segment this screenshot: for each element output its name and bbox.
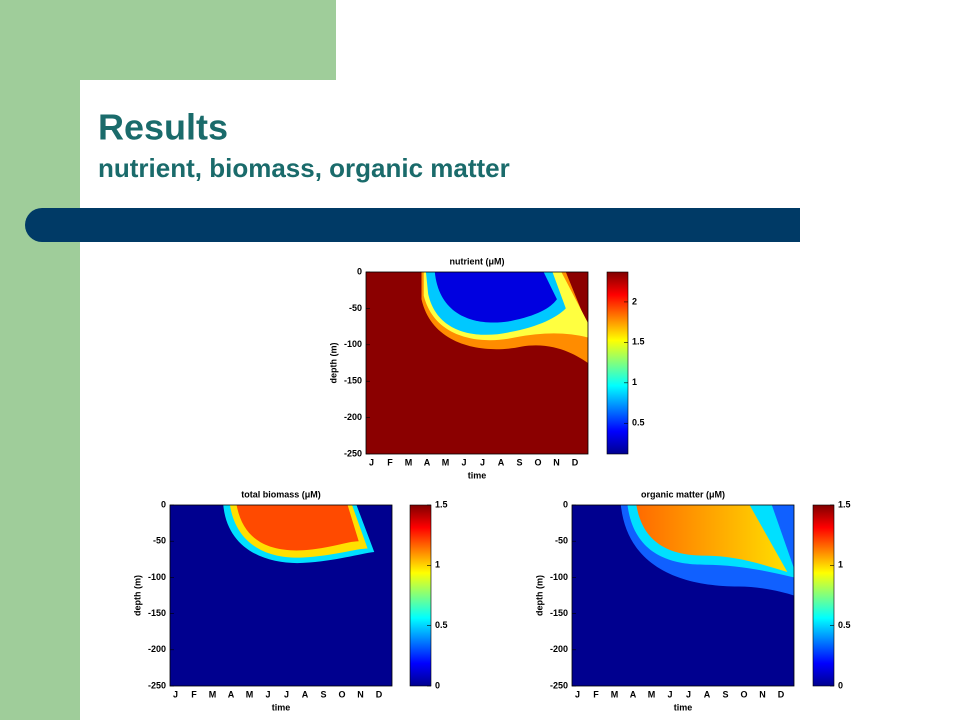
x-axis-label: time bbox=[674, 702, 693, 712]
y-tick-label: 0 bbox=[161, 499, 166, 509]
x-tick-label: N bbox=[357, 689, 364, 699]
colorbar-tick-label: 1.5 bbox=[632, 337, 645, 347]
x-tick-label: M bbox=[405, 457, 413, 467]
x-tick-label: A bbox=[498, 457, 505, 467]
x-tick-label: F bbox=[387, 457, 393, 467]
colorbar-tick-label: 2 bbox=[632, 296, 637, 306]
colorbar-tick-label: 0 bbox=[435, 680, 440, 690]
title-rule bbox=[25, 208, 800, 242]
x-tick-label: J bbox=[575, 689, 580, 699]
x-tick-label: J bbox=[266, 689, 271, 699]
colorbar bbox=[409, 504, 432, 687]
x-tick-label: F bbox=[191, 689, 197, 699]
colorbar-tick-label: 1 bbox=[838, 560, 843, 570]
colorbar bbox=[606, 271, 629, 455]
x-tick-label: D bbox=[778, 689, 785, 699]
x-tick-label: S bbox=[517, 457, 523, 467]
y-tick-label: -250 bbox=[148, 680, 166, 690]
x-tick-label: A bbox=[704, 689, 711, 699]
y-tick-label: 0 bbox=[563, 499, 568, 509]
y-axis-label: depth (m) bbox=[534, 575, 544, 616]
y-tick-label: -50 bbox=[153, 536, 166, 546]
top-band bbox=[0, 0, 336, 80]
heatmap-region bbox=[434, 272, 557, 323]
y-tick-label: -50 bbox=[555, 536, 568, 546]
x-tick-label: J bbox=[668, 689, 673, 699]
axes-frame bbox=[365, 271, 589, 455]
x-tick-label: N bbox=[759, 689, 766, 699]
x-axis-label: time bbox=[272, 702, 291, 712]
y-tick-label: -100 bbox=[148, 572, 166, 582]
x-tick-label: S bbox=[723, 689, 729, 699]
y-tick-label: -100 bbox=[550, 572, 568, 582]
colorbar-tick-label: 0.5 bbox=[435, 620, 448, 630]
x-tick-label: N bbox=[553, 457, 560, 467]
x-tick-label: J bbox=[173, 689, 178, 699]
plot-title: organic matter (μM) bbox=[641, 489, 725, 499]
y-tick-label: -150 bbox=[550, 608, 568, 618]
x-tick-label: A bbox=[630, 689, 637, 699]
y-tick-label: -200 bbox=[148, 644, 166, 654]
heatmap-region bbox=[236, 505, 359, 551]
heatmap-panel: nutrient (μM) time depth (m) 0 -50 -100 -150 -2… bbox=[328, 256, 644, 480]
x-tick-label: M bbox=[246, 689, 254, 699]
x-tick-label: A bbox=[302, 689, 309, 699]
x-tick-label: O bbox=[741, 689, 748, 699]
x-tick-label: A bbox=[228, 689, 235, 699]
colorbar-tick-label: 1 bbox=[435, 560, 440, 570]
axes-frame bbox=[169, 504, 393, 687]
colorbar bbox=[812, 504, 835, 687]
colorbar-tick-label: 1.5 bbox=[435, 499, 448, 509]
axes-frame bbox=[571, 504, 795, 687]
x-tick-label: D bbox=[376, 689, 383, 699]
heatmap-panel: total biomass (μM) time depth (m) 0 -50 -100 -… bbox=[132, 489, 447, 712]
colorbar-tick-label: 1 bbox=[632, 377, 637, 387]
y-tick-label: -200 bbox=[344, 412, 362, 422]
x-tick-label: A bbox=[424, 457, 431, 467]
y-tick-label: -50 bbox=[349, 303, 362, 313]
y-tick-label: -200 bbox=[550, 644, 568, 654]
x-tick-label: O bbox=[535, 457, 542, 467]
x-tick-label: J bbox=[284, 689, 289, 699]
y-tick-label: 0 bbox=[357, 266, 362, 276]
x-tick-label: J bbox=[686, 689, 691, 699]
colorbar-tick-label: 1.5 bbox=[838, 499, 851, 509]
y-axis-label: depth (m) bbox=[132, 575, 142, 616]
x-tick-label: J bbox=[480, 457, 485, 467]
x-tick-label: M bbox=[648, 689, 656, 699]
y-axis-label: depth (m) bbox=[328, 343, 338, 384]
x-tick-label: J bbox=[462, 457, 467, 467]
x-tick-label: M bbox=[209, 689, 217, 699]
slide-subtitle: nutrient, biomass, organic matter bbox=[98, 153, 510, 183]
plot-title: nutrient (μM) bbox=[450, 256, 505, 266]
plot-title: total biomass (μM) bbox=[241, 489, 321, 499]
y-tick-label: -100 bbox=[344, 339, 362, 349]
heatmap-region bbox=[636, 505, 788, 572]
x-tick-label: S bbox=[321, 689, 327, 699]
x-tick-label: F bbox=[593, 689, 599, 699]
side-band bbox=[0, 0, 80, 720]
y-tick-label: -150 bbox=[344, 376, 362, 386]
y-tick-label: -250 bbox=[344, 448, 362, 458]
y-tick-label: -150 bbox=[148, 608, 166, 618]
colorbar-tick-label: 0.5 bbox=[632, 418, 645, 428]
y-tick-label: -250 bbox=[550, 680, 568, 690]
x-tick-label: J bbox=[369, 457, 374, 467]
slide-title: Results bbox=[98, 107, 228, 148]
x-tick-label: M bbox=[442, 457, 450, 467]
x-tick-label: D bbox=[572, 457, 579, 467]
x-axis-label: time bbox=[468, 470, 487, 480]
x-tick-label: O bbox=[339, 689, 346, 699]
heatmap-panel: organic matter (μM) time depth (m) 0 -50 -100… bbox=[534, 489, 850, 712]
colorbar-tick-label: 0 bbox=[838, 680, 843, 690]
x-tick-label: M bbox=[611, 689, 619, 699]
colorbar-tick-label: 0.5 bbox=[838, 620, 851, 630]
